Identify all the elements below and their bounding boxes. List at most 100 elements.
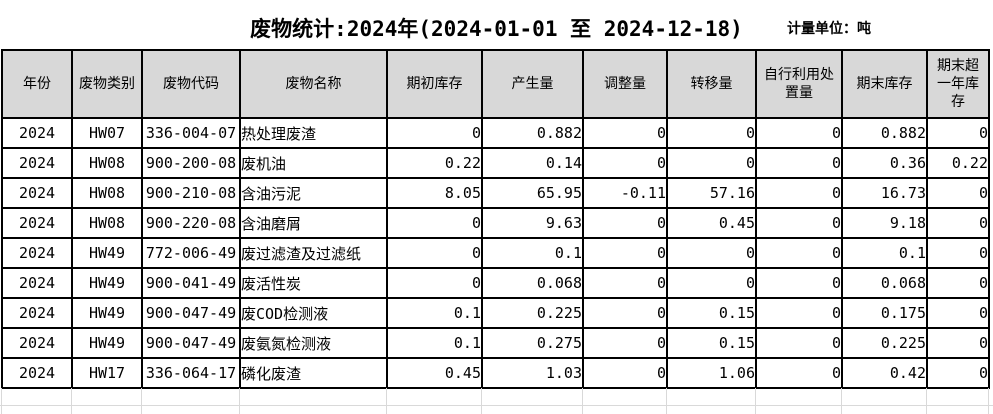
table-cell[interactable]: 2024 (1, 207, 73, 239)
table-cell[interactable]: 336-004-07 (141, 117, 241, 149)
table-cell[interactable]: HW49 (71, 267, 143, 299)
table-cell[interactable]: 8.05 (386, 177, 483, 209)
table-cell[interactable]: 0.22 (386, 147, 483, 179)
table-cell[interactable]: 57.16 (666, 177, 757, 209)
table-cell[interactable]: 0 (926, 297, 990, 329)
table-cell[interactable]: 900-210-08 (141, 177, 241, 209)
table-cell[interactable]: 900-041-49 (141, 267, 241, 299)
table-cell[interactable]: 2024 (1, 147, 73, 179)
table-cell[interactable]: 16.73 (841, 177, 928, 209)
table-cell[interactable]: 336-064-17 (141, 357, 241, 389)
table-cell[interactable]: 65.95 (481, 177, 584, 209)
table-cell[interactable]: 磷化废渣 (239, 357, 388, 389)
table-cell[interactable]: 0 (926, 327, 990, 359)
table-cell[interactable]: 0 (755, 177, 843, 209)
table-cell[interactable]: 2024 (1, 327, 73, 359)
table-cell[interactable]: 0.1 (481, 237, 584, 269)
column-header[interactable]: 期初库存 (386, 49, 483, 119)
table-cell[interactable]: 含油磨屑 (239, 207, 388, 239)
table-cell[interactable]: 1.03 (481, 357, 584, 389)
table-cell[interactable]: 2024 (1, 267, 73, 299)
table-cell[interactable]: 9.18 (841, 207, 928, 239)
table-cell[interactable]: 2024 (1, 297, 73, 329)
table-cell[interactable]: 0 (755, 357, 843, 389)
table-cell[interactable]: 0 (582, 267, 668, 299)
table-cell[interactable]: 0 (582, 357, 668, 389)
table-cell[interactable]: 0 (755, 147, 843, 179)
table-cell[interactable]: 0 (755, 207, 843, 239)
table-cell[interactable]: 0.15 (666, 327, 757, 359)
table-cell[interactable]: 900-220-08 (141, 207, 241, 239)
table-cell[interactable]: HW08 (71, 177, 143, 209)
table-cell[interactable]: 0 (666, 267, 757, 299)
column-header[interactable]: 废物类别 (71, 49, 143, 119)
table-cell[interactable]: 废过滤渣及过滤纸 (239, 237, 388, 269)
table-cell[interactable]: HW49 (71, 237, 143, 269)
table-cell[interactable]: 0 (926, 357, 990, 389)
table-cell[interactable]: 0 (582, 297, 668, 329)
table-cell[interactable]: 0.225 (841, 327, 928, 359)
table-cell[interactable]: 0.275 (481, 327, 584, 359)
table-cell[interactable]: 0 (386, 207, 483, 239)
column-header[interactable]: 年份 (1, 49, 73, 119)
table-cell[interactable]: 0 (582, 117, 668, 149)
table-cell[interactable]: 含油污泥 (239, 177, 388, 209)
table-cell[interactable]: 0.14 (481, 147, 584, 179)
table-cell[interactable]: 0 (666, 117, 757, 149)
table-cell[interactable]: 热处理废渣 (239, 117, 388, 149)
table-cell[interactable]: 1.06 (666, 357, 757, 389)
column-header[interactable]: 期末超一年库存 (926, 49, 990, 119)
table-cell[interactable]: HW49 (71, 327, 143, 359)
table-cell[interactable]: 0 (386, 267, 483, 299)
column-header[interactable]: 产生量 (481, 49, 584, 119)
table-cell[interactable]: 900-200-08 (141, 147, 241, 179)
table-cell[interactable]: -0.11 (582, 177, 668, 209)
table-cell[interactable]: 废氨氮检测液 (239, 327, 388, 359)
table-cell[interactable]: 0 (582, 327, 668, 359)
table-cell[interactable]: 0.175 (841, 297, 928, 329)
table-cell[interactable]: 9.63 (481, 207, 584, 239)
table-cell[interactable]: 0 (582, 147, 668, 179)
table-cell[interactable]: HW07 (71, 117, 143, 149)
table-cell[interactable]: 0 (582, 237, 668, 269)
table-cell[interactable]: 0 (926, 267, 990, 299)
table-cell[interactable]: HW49 (71, 297, 143, 329)
table-cell[interactable]: 900-047-49 (141, 327, 241, 359)
table-cell[interactable]: 900-047-49 (141, 297, 241, 329)
table-cell[interactable]: 0 (755, 117, 843, 149)
table-cell[interactable]: 0 (926, 117, 990, 149)
table-cell[interactable]: 废活性炭 (239, 267, 388, 299)
table-cell[interactable]: 废机油 (239, 147, 388, 179)
table-cell[interactable]: 废COD检测液 (239, 297, 388, 329)
column-header[interactable]: 期末库存 (841, 49, 928, 119)
table-cell[interactable]: 0 (926, 177, 990, 209)
table-cell[interactable]: 2024 (1, 357, 73, 389)
table-cell[interactable]: 0 (926, 207, 990, 239)
column-header[interactable]: 废物名称 (239, 49, 388, 119)
table-cell[interactable]: 0.882 (481, 117, 584, 149)
column-header[interactable]: 自行利用处置量 (755, 49, 843, 119)
table-cell[interactable]: 0.882 (841, 117, 928, 149)
table-cell[interactable]: 0 (755, 327, 843, 359)
table-cell[interactable]: 2024 (1, 177, 73, 209)
table-cell[interactable]: 0.45 (666, 207, 757, 239)
table-cell[interactable]: HW08 (71, 207, 143, 239)
table-cell[interactable]: 0 (755, 297, 843, 329)
column-header[interactable]: 废物代码 (141, 49, 241, 119)
table-cell[interactable]: 0 (666, 237, 757, 269)
table-cell[interactable]: 0 (386, 237, 483, 269)
table-cell[interactable]: 0.068 (841, 267, 928, 299)
table-cell[interactable]: 0.15 (666, 297, 757, 329)
table-cell[interactable]: 0.1 (841, 237, 928, 269)
table-cell[interactable]: 2024 (1, 117, 73, 149)
column-header[interactable]: 调整量 (582, 49, 668, 119)
table-cell[interactable]: 772-006-49 (141, 237, 241, 269)
table-cell[interactable]: HW08 (71, 147, 143, 179)
table-cell[interactable]: 2024 (1, 237, 73, 269)
column-header[interactable]: 转移量 (666, 49, 757, 119)
table-cell[interactable]: 0 (666, 147, 757, 179)
table-cell[interactable]: 0.45 (386, 357, 483, 389)
table-cell[interactable]: 0 (926, 237, 990, 269)
table-cell[interactable]: HW17 (71, 357, 143, 389)
table-cell[interactable]: 0.068 (481, 267, 584, 299)
